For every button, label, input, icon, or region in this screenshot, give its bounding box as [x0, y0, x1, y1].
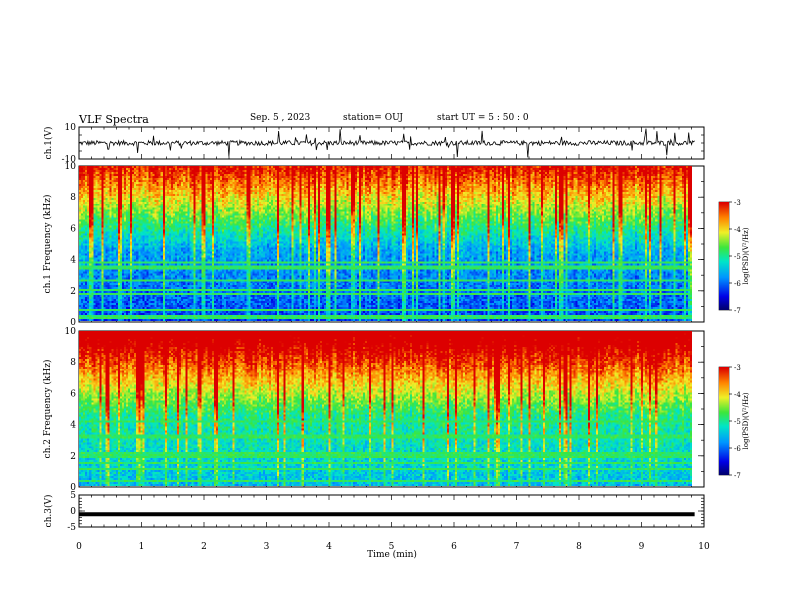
- colorbar-ch1-tick-label: -6: [734, 280, 741, 288]
- y-tick-label: 4: [70, 421, 76, 431]
- x-tick-label: 6: [451, 542, 457, 552]
- colorbar-ch2-tick-label: -4: [734, 391, 741, 399]
- x-tick-label: 10: [698, 542, 710, 552]
- x-tick-label: 2: [201, 542, 207, 552]
- colorbar-ch1-tick-label: -4: [734, 226, 741, 234]
- colorbar-ch2-tick-label: -6: [734, 445, 741, 453]
- xaxis-label: Time (min): [367, 549, 417, 560]
- y-tick-label: -5: [67, 523, 76, 533]
- x-tick-label: 4: [326, 542, 332, 552]
- spectrogram-ch2-image: [79, 331, 692, 486]
- ylabel-ch3-waveform: ch.3(V): [43, 495, 54, 528]
- ylabel-ch1-spectrogram: ch.1 Frequency (kHz): [42, 195, 53, 294]
- colorbar-ch2-gradient: [719, 367, 729, 475]
- colorbar-ch2-tick-label: -3: [734, 364, 741, 372]
- y-tick-label: 0: [70, 318, 76, 328]
- chart-title: VLF Spectra: [79, 113, 149, 126]
- x-tick-label: 8: [576, 542, 582, 552]
- colorbar-ch2-tick-label: -5: [734, 418, 741, 426]
- x-tick-label: 5: [389, 542, 395, 552]
- header-station: station= OUJ: [343, 113, 404, 123]
- y-tick-label: 10: [65, 162, 77, 172]
- y-tick-label: -10: [62, 155, 77, 165]
- colorbar-ch2-tick-label: -7: [734, 472, 741, 480]
- x-tick-label: 3: [264, 542, 270, 552]
- colorbar-ch2-label: log(PSD)(V²/Hz): [742, 392, 750, 449]
- y-tick-label: 10: [65, 123, 77, 133]
- x-tick-label: 1: [139, 542, 145, 552]
- colorbar-ch1-label: log(PSD)(V²/Hz): [742, 227, 750, 284]
- y-tick-label: 2: [70, 287, 76, 297]
- header-date: Sep. 5 , 2023: [250, 113, 311, 123]
- x-tick-label: 7: [514, 542, 520, 552]
- y-tick-label: 4: [70, 256, 76, 266]
- colorbar-ch1-gradient: [719, 202, 729, 310]
- header-start-ut: start UT = 5 : 50 : 0: [437, 113, 529, 123]
- y-tick-label: 8: [70, 358, 76, 368]
- y-tick-label: 5: [70, 491, 76, 501]
- y-tick-label: 0: [70, 507, 76, 517]
- colorbar-ch1-tick-label: -7: [734, 307, 741, 315]
- y-tick-label: 10: [65, 327, 77, 337]
- colorbar-ch1-tick-label: -3: [734, 199, 741, 207]
- x-tick-label: 9: [639, 542, 645, 552]
- y-tick-label: 2: [70, 452, 76, 462]
- x-tick-label: 0: [76, 542, 82, 552]
- colorbar-ch1-tick-label: -5: [734, 253, 741, 261]
- waveform-ch1-trace: [78, 128, 695, 158]
- y-tick-label: 8: [70, 193, 76, 203]
- spectrogram-ch1-image: [79, 166, 692, 321]
- ylabel-ch2-spectrogram: ch.2 Frequency (kHz): [42, 360, 53, 459]
- ylabel-ch1-waveform: ch.1(V): [43, 127, 54, 160]
- y-tick-label: 6: [70, 389, 76, 399]
- y-tick-label: 0: [70, 483, 76, 493]
- y-tick-label: 6: [70, 224, 76, 234]
